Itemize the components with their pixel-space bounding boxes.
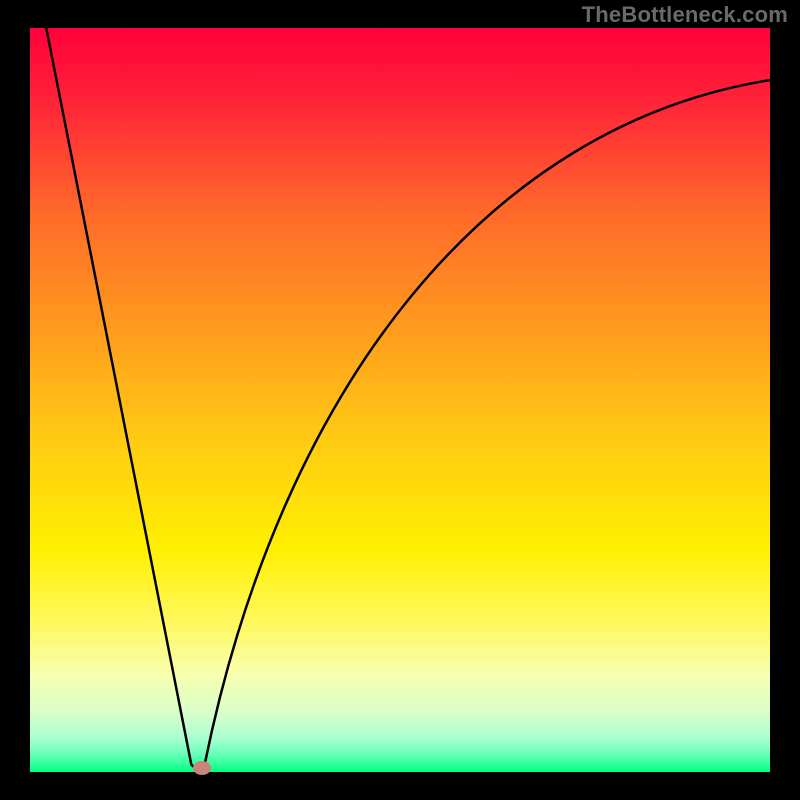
plot-area: [30, 28, 770, 772]
background-gradient: [30, 28, 770, 772]
optimal-point-marker: [193, 761, 211, 775]
chart-container: TheBottleneck.com: [0, 0, 800, 800]
watermark-text: TheBottleneck.com: [582, 2, 788, 28]
